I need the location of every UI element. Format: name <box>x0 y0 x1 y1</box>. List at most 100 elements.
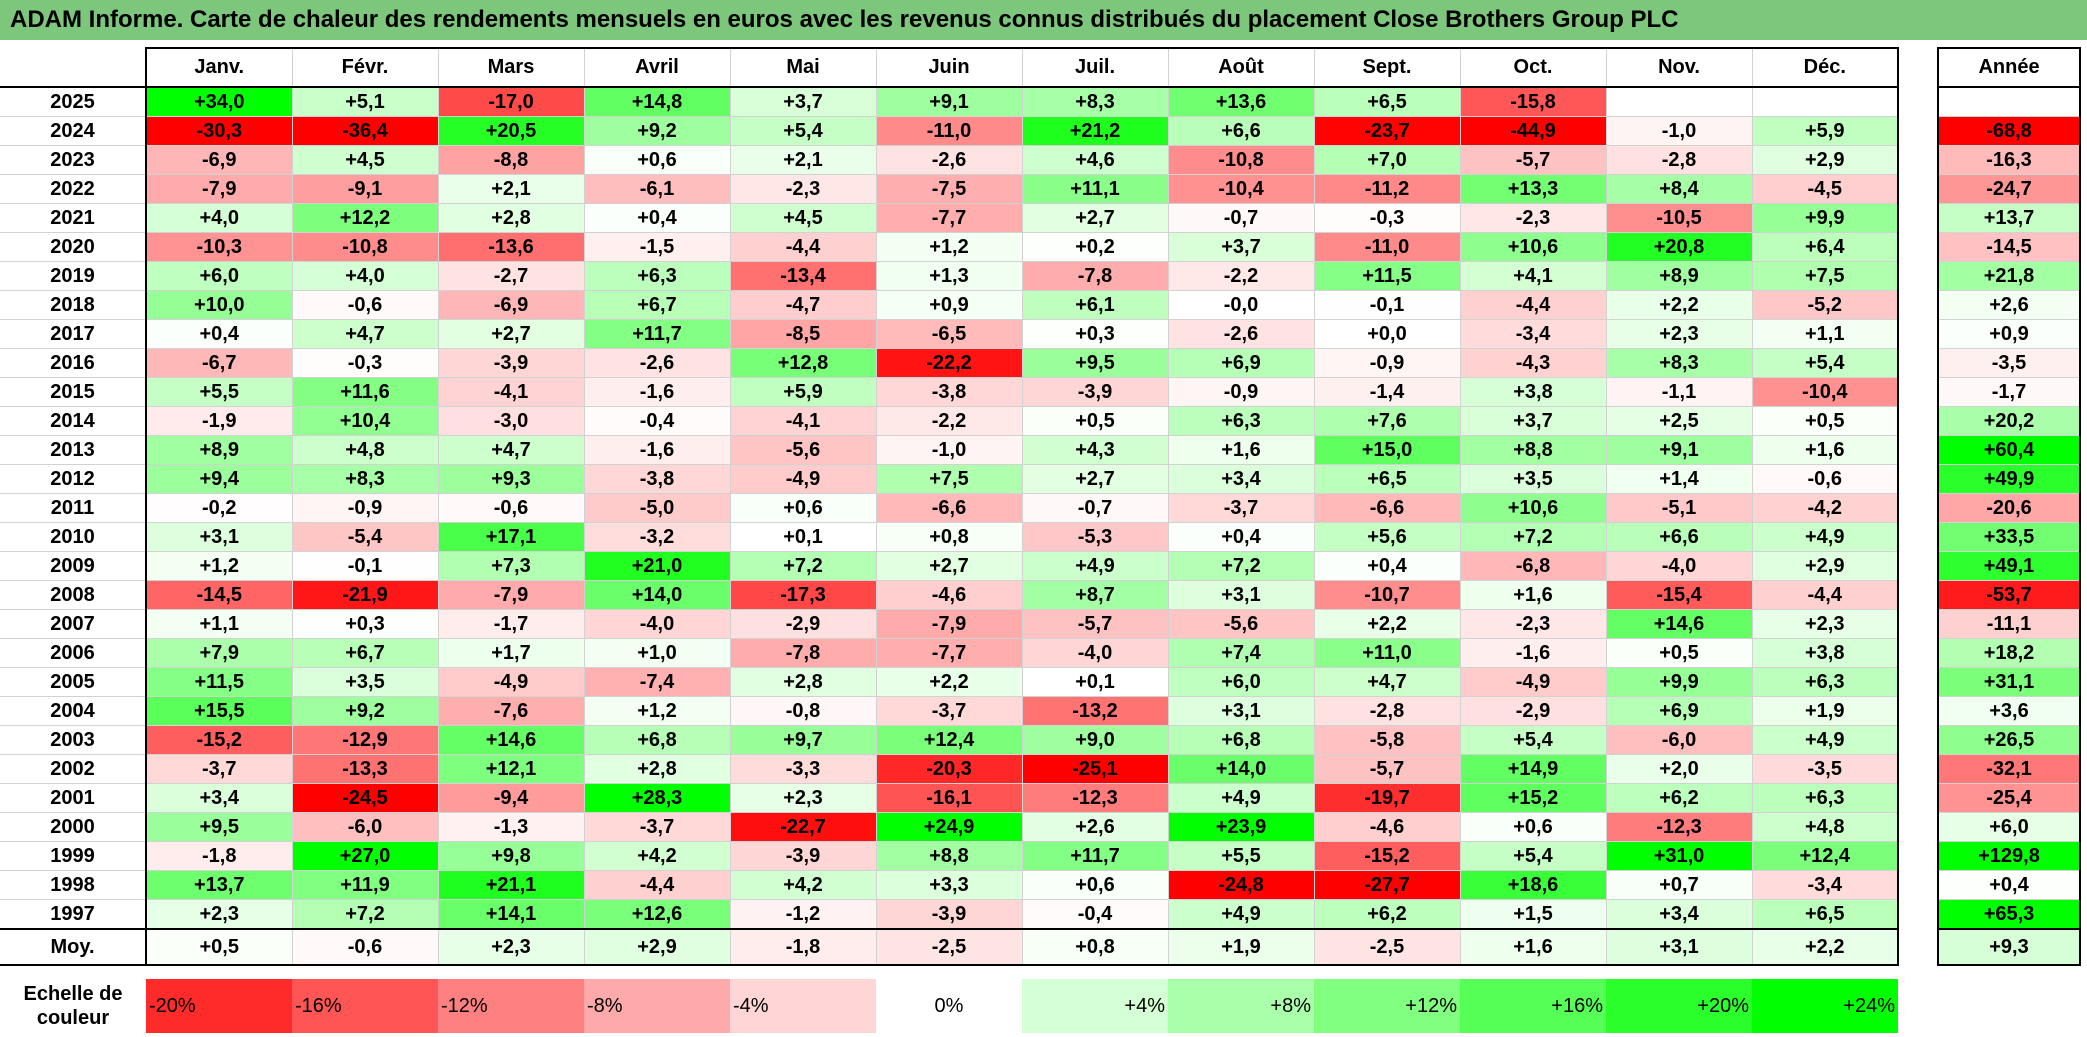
annual-cell: +60,4 <box>1937 435 2081 465</box>
heatmap-cell: +9,8 <box>437 841 585 871</box>
year-label: 2000 <box>0 812 147 842</box>
annual-cell: +2,6 <box>1937 290 2081 320</box>
heatmap-cell: +0,4 <box>1167 522 1315 552</box>
heatmap-row: 2000 +9,5 -6,0 -1,3 -3,7 -22,7 +24,9 +2,6 +23,9-… <box>0 812 1899 842</box>
heatmap-cell: +2,8 <box>437 203 585 233</box>
heatmap-cell: +8,8 <box>875 841 1023 871</box>
heatmap-row: 2006 +7,9 +6,7 +1,7 +1,0 -7,8 -7,7 -4,0 +7,4 +11,… <box>0 638 1899 668</box>
heatmap-cell: -5,7 <box>1459 145 1607 175</box>
heatmap-cell: -5,7 <box>1021 609 1169 639</box>
heatmap-cell: -4,9 <box>729 464 877 494</box>
heatmap-cell: +7,2 <box>1167 551 1315 581</box>
annual-header: Année <box>1937 47 2081 88</box>
heatmap-cell: +9,3 <box>437 464 585 494</box>
annual-cell: -53,7 <box>1937 580 2081 610</box>
heatmap-cell: +1,4 <box>1605 464 1753 494</box>
heatmap-row: 2016 -6,7 -0,3 -3,9 -2,6 +12,8 -22,2 +9,5 +6,9 -0… <box>0 348 1899 378</box>
heatmap-cell: -10,3 <box>145 232 293 262</box>
heatmap-cell: -9,1 <box>291 174 439 204</box>
heatmap-cell: +2,5 <box>1605 406 1753 436</box>
heatmap-cell: +9,5 <box>1021 348 1169 378</box>
heatmap-cell: -8,8 <box>437 145 585 175</box>
heatmap-row: 2023 -6,9 +4,5 -8,8 +0,6 +2,1 -2,6 +4,6 -10,8 +7,… <box>0 145 1899 175</box>
heatmap-row: 1997 +2,3 +7,2 +14,1 +12,6 -1,2 -3,9 -0,4 +4,9 +6… <box>0 899 1899 930</box>
heatmap-cell: -2,3 <box>729 174 877 204</box>
heatmap-cell: +2,1 <box>437 174 585 204</box>
heatmap-cell: +5,1 <box>291 86 439 117</box>
year-label: 2016 <box>0 348 147 378</box>
month-header-9: Sept. <box>1313 47 1461 88</box>
heatmap-cell: -4,5 <box>1751 174 1899 204</box>
heatmap-cell: -11,2 <box>1313 174 1461 204</box>
heatmap-cell: -5,0 <box>583 493 731 523</box>
year-label: 1997 <box>0 899 147 930</box>
heatmap-cell: +1,2 <box>875 232 1023 262</box>
heatmap-cell: -2,6 <box>1167 319 1315 349</box>
heatmap-cell: -0,4 <box>1021 899 1169 930</box>
heatmap-cell: +14,6 <box>437 725 585 755</box>
heatmap-cell: +7,5 <box>1751 261 1899 291</box>
average-cell: +0,5 <box>145 928 293 966</box>
average-cell: -2,5 <box>1313 928 1461 966</box>
heatmap-cell: -4,6 <box>875 580 1023 610</box>
year-header-cell <box>0 48 147 88</box>
heatmap-cell: +6,0 <box>1167 667 1315 697</box>
heatmap-cell: -2,7 <box>437 261 585 291</box>
heatmap-cell: -1,6 <box>1459 638 1607 668</box>
heatmap-cell: +5,4 <box>1459 841 1607 871</box>
heatmap-cell: +3,7 <box>1459 406 1607 436</box>
month-header-7: Juil. <box>1021 47 1169 88</box>
heatmap-cell: -1,1 <box>1605 377 1753 407</box>
heatmap-row: 2010 +3,1 -5,4 +17,1 -3,2 +0,1 +0,8 -5,3 +0,4 +5,… <box>0 522 1899 552</box>
heatmap-cell: +0,3 <box>1021 319 1169 349</box>
heatmap-cell: +14,0 <box>583 580 731 610</box>
heatmap-cell: +2,6 <box>1021 812 1169 842</box>
heatmap-cell: +3,1 <box>1167 696 1315 726</box>
scale-label: Echelle de couleur <box>23 983 123 1029</box>
heatmap-cell: -6,9 <box>145 145 293 175</box>
heatmap-cell: -5,7 <box>1313 754 1461 784</box>
heatmap-cell: +3,8 <box>1751 638 1899 668</box>
heatmap-cell: -1,9 <box>145 406 293 436</box>
average-cell: +1,6 <box>1459 928 1607 966</box>
heatmap-cell: -10,4 <box>1167 174 1315 204</box>
month-header-5: Mai <box>729 47 877 88</box>
heatmap-cell: +3,5 <box>1459 464 1607 494</box>
heatmap-cell: -3,8 <box>875 377 1023 407</box>
heatmap-cell: -7,4 <box>583 667 731 697</box>
heatmap-cell: +14,6 <box>1605 609 1753 639</box>
heatmap-cell: -22,7 <box>729 812 877 842</box>
heatmap-cell: +8,9 <box>1605 261 1753 291</box>
heatmap-cell: -7,9 <box>875 609 1023 639</box>
heatmap-cell: -5,6 <box>729 435 877 465</box>
heatmap-cell: -0,7 <box>1021 493 1169 523</box>
heatmap-cell: -4,9 <box>1459 667 1607 697</box>
heatmap-cell: -2,8 <box>1313 696 1461 726</box>
heatmap-cell: -6,7 <box>145 348 293 378</box>
year-label: 2021 <box>0 203 147 233</box>
heatmap-cell: -0,3 <box>291 348 439 378</box>
heatmap-row: 2025 +34,0 +5,1 -17,0 +14,8 +3,7 +9,1 +8,3 +13,6… <box>0 86 1899 117</box>
heatmap-cell: +6,3 <box>1751 783 1899 813</box>
heatmap-cell: -13,2 <box>1021 696 1169 726</box>
month-header-1: Janv. <box>145 47 293 88</box>
month-header-2: Févr. <box>291 47 439 88</box>
heatmap-cell: -2,6 <box>875 145 1023 175</box>
heatmap-cell: +5,6 <box>1313 522 1461 552</box>
heatmap-cell: -0,7 <box>1167 203 1315 233</box>
heatmap-cell: +2,3 <box>1751 609 1899 639</box>
heatmap-cell: -6,6 <box>875 493 1023 523</box>
heatmap-cell: +12,1 <box>437 754 585 784</box>
year-label: 2005 <box>0 667 147 697</box>
heatmap-cell: +6,3 <box>1167 406 1315 436</box>
heatmap-cell <box>1751 86 1899 117</box>
heatmap-cell: -25,1 <box>1021 754 1169 784</box>
annual-cell: +3,6 <box>1937 696 2081 726</box>
average-cell: -2,5 <box>875 928 1023 966</box>
heatmap-row: 2004 +15,5 +9,2 -7,6 +1,2 -0,8 -3,7 -13,2 +3,1 -2… <box>0 696 1899 726</box>
heatmap-cell: +7,6 <box>1313 406 1461 436</box>
heatmap-cell: +2,2 <box>875 667 1023 697</box>
heatmap-cell: +0,3 <box>291 609 439 639</box>
heatmap-cell: +10,4 <box>291 406 439 436</box>
heatmap-cell: -1,0 <box>875 435 1023 465</box>
